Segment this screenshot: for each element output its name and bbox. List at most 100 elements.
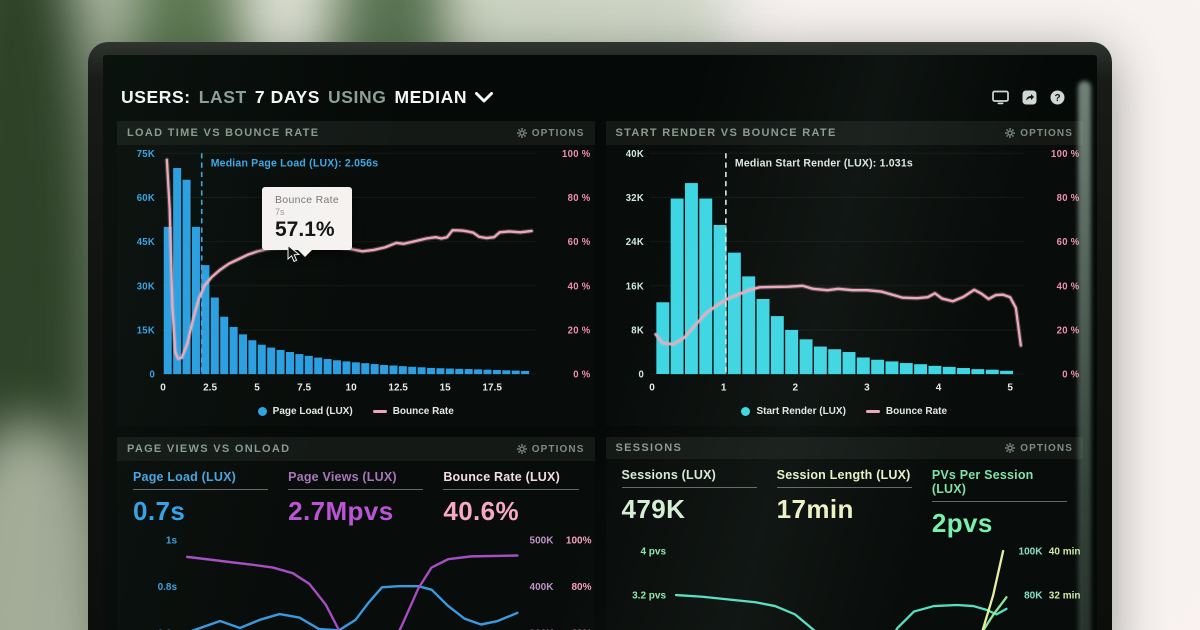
legend-label: Bounce Rate	[392, 406, 454, 417]
metric-label: Session Length (LUX)	[776, 468, 911, 482]
median-label: Median Start Render (LUX): 1.031s	[734, 158, 912, 170]
metric-underline	[621, 487, 757, 488]
help-icon[interactable]: ?	[1050, 90, 1065, 105]
bar	[770, 316, 784, 375]
bar	[248, 340, 257, 375]
bar	[698, 198, 712, 375]
options-label: OPTIONS	[531, 127, 585, 139]
x-axis-tick: 5	[254, 382, 260, 393]
bar	[899, 363, 913, 375]
bar	[511, 370, 520, 375]
legend-page-load[interactable]: Page Load (LUX)	[257, 406, 353, 417]
y2-axis-tick: 40 %	[568, 281, 591, 292]
title-median: MEDIAN	[394, 87, 468, 107]
topbar-icons: ?	[992, 90, 1065, 105]
axis-tick: 80%	[571, 582, 591, 593]
legend-start-render[interactable]: Start Render (LUX)	[741, 406, 846, 417]
title-days: 7 DAYS	[254, 87, 321, 107]
bar	[913, 364, 927, 375]
dashboard-title-dropdown[interactable]: USERS: LAST 7 DAYS USING MEDIAN	[121, 87, 494, 108]
bar	[304, 355, 313, 375]
page-views-metrics: Page Load (LUX) 0.7s Page Views (LUX) 2.…	[117, 461, 595, 527]
x-axis-tick: 10	[346, 382, 357, 393]
panel-title: PAGE VIEWS VS ONLOAD	[127, 443, 291, 455]
bar	[191, 226, 200, 375]
median-label: Median Page Load (LUX): 2.056s	[211, 158, 379, 170]
y-axis-tick: 24K	[625, 237, 643, 248]
metric-bounce-rate: Bounce Rate (LUX) 40.6%	[443, 470, 579, 527]
gear-icon	[1005, 128, 1016, 138]
bar	[445, 368, 454, 375]
y2-axis-tick: 60 %	[568, 237, 591, 248]
load-time-chart[interactable]: 75K 60K 45K 30K 15K 0 100 % 80 % 60 % 40 % 20 % 0 %…	[117, 145, 595, 403]
metric-label: Bounce Rate (LUX)	[443, 470, 560, 484]
panel-title: LOAD TIME VS BOUNCE RATE	[127, 127, 320, 139]
dashboard-topbar: USERS: LAST 7 DAYS USING MEDIAN	[103, 55, 1097, 121]
y2-axis-tick: 80 %	[1056, 193, 1079, 204]
options-button[interactable]: OPTIONS	[516, 127, 585, 139]
bar	[842, 352, 855, 375]
bar	[201, 265, 210, 375]
options-button[interactable]: OPTIONS	[516, 444, 585, 455]
bar	[756, 298, 769, 375]
y2-axis-tick: 60 %	[1056, 237, 1079, 248]
axis-tick: 3.2 pvs	[632, 591, 666, 602]
axis-tick: 0.8s	[158, 582, 178, 593]
load-time-chart-area[interactable]: 75K 60K 45K 30K 15K 0 100 % 80 % 60 % 40 % 20 % 0 %…	[117, 145, 595, 403]
bar	[351, 362, 360, 375]
metric-underline	[443, 489, 579, 490]
metric-value: 2.7Mpvs	[288, 496, 394, 526]
bar	[267, 347, 276, 375]
start-render-chart[interactable]: 40K 32K 24K 16K 8K 0 100 % 80 % 60 % 40 % 20 % 0 % 0…	[606, 145, 1084, 403]
laptop-bezel: USERS: LAST 7 DAYS USING MEDIAN	[88, 42, 1112, 630]
panel-sessions: SESSIONS OPTIONS	[605, 437, 1084, 630]
page-views-chart-area[interactable]: 1s 0.8s 0.6s 500K 400K 300K 100% 80% 60%	[117, 527, 595, 630]
y-axis-tick: 15K	[137, 325, 155, 336]
x-axis-tick: 12.5	[388, 382, 408, 393]
legend-bounce-rate[interactable]: Bounce Rate	[865, 406, 947, 417]
bar	[229, 326, 238, 375]
y2-axis-tick: 20 %	[568, 325, 591, 336]
metric-label: Page Load (LUX)	[133, 470, 237, 484]
bar	[502, 370, 511, 375]
page-views-chart[interactable]: 1s 0.8s 0.6s 500K 400K 300K 100% 80% 60%	[117, 527, 595, 630]
bar	[436, 368, 445, 375]
y-axis-tick: 45K	[137, 237, 155, 248]
metric-value: 2pvs	[931, 508, 993, 538]
metric-pvs-per-session: PVs Per Session (LUX) 2pvs	[931, 468, 1067, 539]
display-icon[interactable]	[992, 90, 1009, 105]
bar	[182, 179, 191, 375]
bar	[295, 354, 304, 375]
bar	[784, 329, 798, 375]
x-axis-tick: 5	[1007, 382, 1013, 393]
title-using: USING	[328, 87, 387, 107]
metric-label: Sessions (LUX)	[621, 468, 716, 482]
legend-dot	[741, 407, 751, 416]
histogram-bars	[655, 183, 1013, 375]
panel-start-render: START RENDER VS BOUNCE RATE	[605, 121, 1084, 426]
bar	[163, 226, 172, 375]
bar	[276, 349, 285, 375]
legend-line-swatch	[372, 410, 387, 413]
start-render-chart-area[interactable]: 40K 32K 24K 16K 8K 0 100 % 80 % 60 % 40 % 20 % 0 % 0…	[606, 145, 1084, 403]
panel-grid: LOAD TIME VS BOUNCE RATE	[103, 121, 1097, 630]
metric-underline	[133, 489, 269, 490]
bar	[323, 359, 332, 375]
y-axis-tick: 32K	[625, 193, 643, 204]
options-button[interactable]: OPTIONS	[1005, 443, 1073, 454]
gear-icon	[1005, 443, 1016, 453]
legend-bounce-rate[interactable]: Bounce Rate	[372, 406, 454, 417]
axis-tick: 300K	[530, 628, 554, 630]
share-icon[interactable]	[1022, 90, 1037, 105]
axis-tick: 500K	[530, 535, 554, 546]
y2-axis-tick: 100 %	[1051, 149, 1080, 160]
gear-icon	[516, 444, 527, 454]
bar	[361, 363, 370, 375]
bar	[655, 302, 669, 375]
bar	[220, 316, 229, 375]
x-axis-tick: 2.5	[203, 382, 217, 393]
bar	[398, 366, 407, 375]
options-button[interactable]: OPTIONS	[1005, 128, 1073, 139]
